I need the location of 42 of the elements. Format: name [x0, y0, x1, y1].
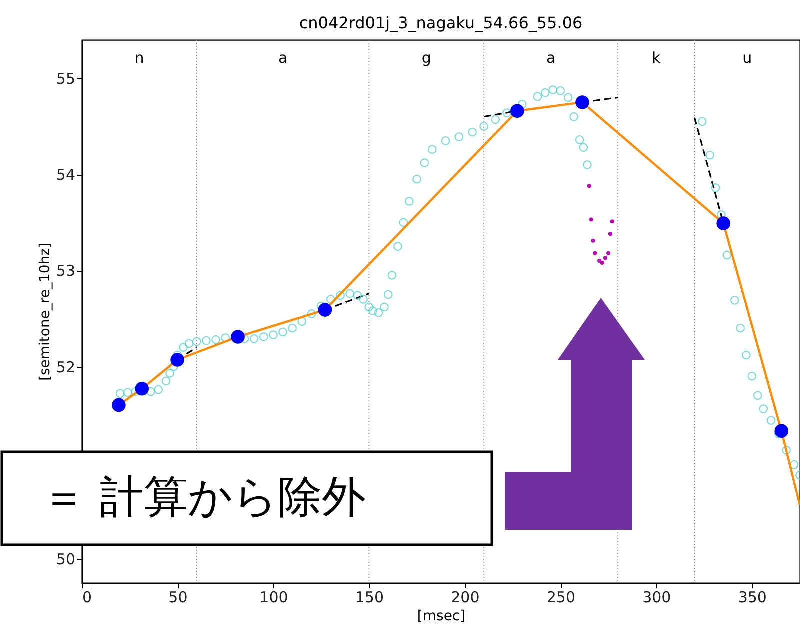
point — [716, 216, 730, 230]
x-tick-label: 200 — [451, 588, 480, 606]
x-tick-label: 350 — [738, 588, 767, 606]
annotation: ＝ 計算から除外 — [42, 472, 366, 523]
annotation: g — [422, 49, 432, 67]
x-tick-label: 150 — [355, 588, 384, 606]
annotation: a — [546, 49, 556, 67]
point — [593, 251, 598, 256]
y-axis-title: [semitone_re_10hz] — [37, 243, 54, 381]
point — [608, 232, 612, 236]
point — [600, 260, 604, 265]
point — [591, 238, 596, 243]
chart-title: cn042rd01j_3_nagaku_54.66_55.06 — [299, 13, 583, 32]
point — [589, 218, 594, 222]
x-tick-label: 50 — [168, 588, 188, 606]
point — [603, 256, 608, 260]
x-tick-label: 0 — [82, 588, 92, 606]
point — [587, 184, 592, 188]
point — [576, 96, 590, 110]
point — [135, 382, 150, 396]
point — [774, 424, 789, 438]
x-tick-label: 250 — [546, 588, 576, 606]
y-tick-label: 50 — [56, 550, 76, 568]
point — [231, 330, 245, 344]
point — [610, 220, 614, 224]
y-tick-label: 53 — [56, 262, 76, 280]
point — [318, 303, 332, 317]
annotation: n — [134, 49, 144, 67]
x-tick-label: 300 — [642, 588, 672, 606]
annotation: a — [278, 49, 288, 67]
annotation: k — [652, 49, 662, 67]
x-axis-title: [msec] — [417, 608, 466, 624]
annotation: u — [742, 49, 752, 67]
point — [112, 398, 126, 412]
y-tick-label: 52 — [56, 358, 76, 376]
point — [598, 259, 602, 264]
y-tick-label: 55 — [56, 70, 76, 88]
point — [606, 251, 611, 256]
x-tick-label: 100 — [260, 588, 288, 606]
point — [510, 104, 524, 118]
y-tick-label: 54 — [56, 166, 76, 184]
point — [170, 353, 184, 367]
